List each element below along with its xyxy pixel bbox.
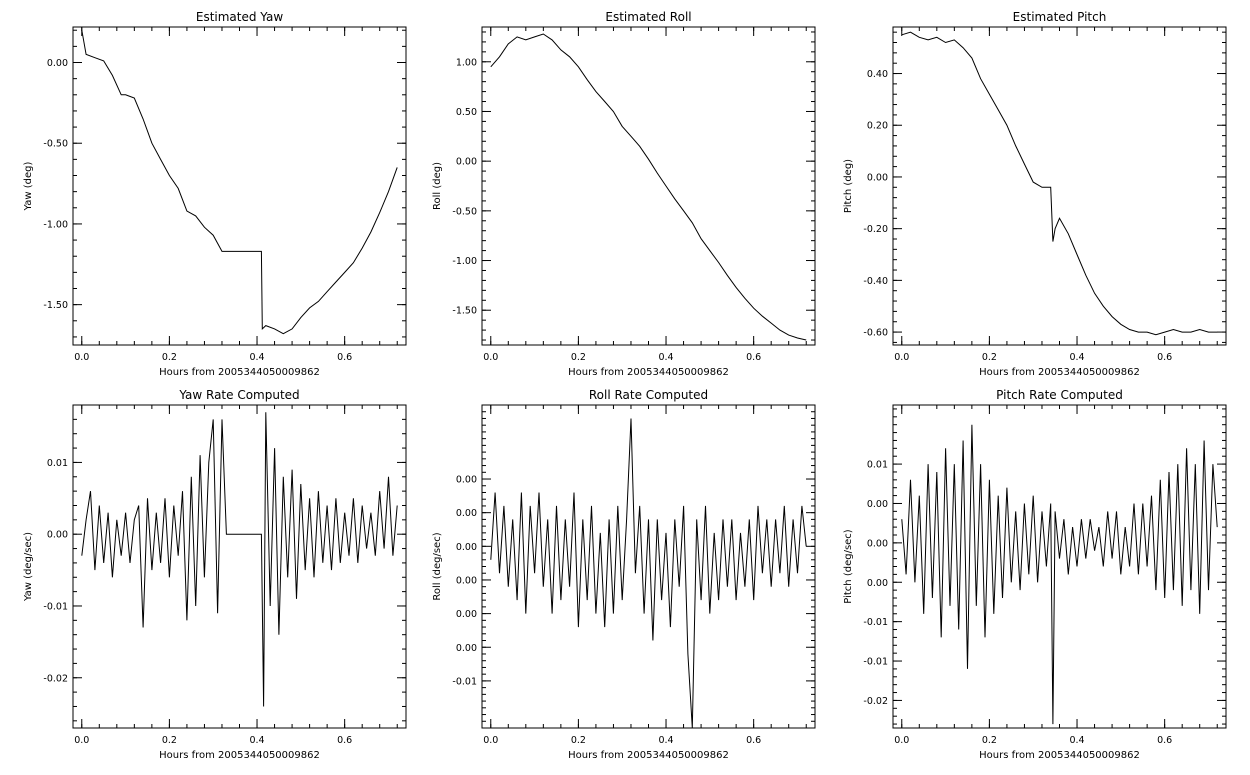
y-tick-label: 1.00 [456, 57, 477, 68]
x-tick-label: 0.2 [162, 735, 177, 746]
y-tick-label: -0.50 [452, 206, 477, 217]
x-tick-label: 0.6 [746, 352, 761, 363]
x-tick-label: 0.4 [249, 735, 264, 746]
y-axis-label: Pitch (deg) [843, 159, 854, 213]
y-tick-label: -0.01 [863, 617, 888, 628]
chart-title: Roll Rate Computed [589, 388, 708, 402]
plot-frame [72, 404, 407, 729]
y-tick-label: 0.01 [867, 460, 888, 471]
plot-frame [72, 26, 407, 346]
y-tick-label: 0.00 [867, 538, 888, 549]
chart-title: Estimated Roll [605, 10, 691, 24]
y-tick-label: 0.00 [47, 530, 68, 541]
series-line [81, 412, 398, 707]
y-tick-label: -0.01 [452, 676, 477, 687]
y-tick-label: 0.00 [456, 542, 477, 553]
y-tick-label: 0.00 [456, 157, 477, 168]
y-tick-label: 0.00 [456, 575, 477, 586]
x-tick-label: 0.6 [1157, 735, 1172, 746]
x-tick-label: 0.2 [162, 352, 177, 363]
y-tick-label: -0.01 [863, 657, 888, 668]
y-tick-label: 0.50 [456, 107, 477, 118]
y-tick-label: 0.00 [47, 58, 68, 69]
y-tick-label: -0.60 [863, 328, 888, 339]
series-line [490, 418, 807, 729]
y-tick-label: -0.40 [863, 276, 888, 287]
x-tick-label: 0.0 [483, 352, 498, 363]
y-tick-label: 0.00 [456, 609, 477, 620]
y-tick-label: -0.02 [863, 696, 888, 707]
y-tick-label: 0.00 [456, 475, 477, 486]
x-axis-label: Hours from 2005344050009862 [568, 750, 729, 761]
y-tick-label: 0.01 [47, 458, 68, 469]
y-tick-label: 0.40 [867, 69, 888, 80]
y-axis-label: Roll (deg/sec) [432, 532, 443, 600]
plot-frame [481, 26, 816, 346]
chart-title: Yaw Rate Computed [178, 388, 299, 402]
y-tick-label: -1.00 [452, 256, 477, 267]
x-tick-label: 0.2 [571, 735, 586, 746]
chart-title: Pitch Rate Computed [996, 388, 1123, 402]
chart-title: Estimated Yaw [196, 10, 283, 24]
plot-frame [481, 404, 816, 729]
y-axis-label: Yaw (deg/sec) [23, 532, 34, 602]
y-tick-label: -1.50 [43, 300, 68, 311]
x-tick-label: 0.0 [74, 352, 89, 363]
x-tick-label: 0.6 [746, 735, 761, 746]
y-tick-label: -1.50 [452, 306, 477, 317]
y-tick-label: 0.20 [867, 121, 888, 132]
x-tick-label: 0.0 [894, 735, 909, 746]
y-tick-label: 0.00 [867, 499, 888, 510]
chart-panel-5: Roll Rate Computed Hours from 20053440500… [432, 388, 816, 761]
chart-panel-6: Pitch Rate Computed Hours from 2005344050… [843, 388, 1227, 761]
x-tick-label: 0.2 [571, 352, 586, 363]
y-tick-label: 0.00 [456, 643, 477, 654]
x-tick-label: 0.2 [982, 735, 997, 746]
x-tick-label: 0.6 [337, 735, 352, 746]
x-tick-label: 0.4 [249, 352, 264, 363]
x-tick-label: 0.2 [982, 352, 997, 363]
y-axis-label: Pitch (deg/sec) [843, 529, 854, 604]
x-axis-label: Hours from 2005344050009862 [979, 750, 1140, 761]
y-tick-label: -0.01 [43, 601, 68, 612]
series-line [81, 30, 398, 335]
chart-panel-1: Estimated Yaw Hours from 2005344050009862… [23, 10, 407, 378]
x-axis-label: Hours from 2005344050009862 [568, 367, 729, 378]
y-tick-label: -0.50 [43, 139, 68, 150]
x-axis-label: Hours from 2005344050009862 [979, 367, 1140, 378]
x-tick-label: 0.6 [1157, 352, 1172, 363]
x-tick-label: 0.4 [658, 352, 673, 363]
y-axis-label: Roll (deg) [432, 162, 443, 210]
x-tick-label: 0.4 [658, 735, 673, 746]
chart-title: Estimated Pitch [1013, 10, 1107, 24]
series-line [901, 31, 1218, 336]
x-axis-label: Hours from 2005344050009862 [159, 750, 320, 761]
y-tick-label: 0.00 [867, 578, 888, 589]
x-axis-label: Hours from 2005344050009862 [159, 367, 320, 378]
x-tick-label: 0.6 [337, 352, 352, 363]
y-tick-label: -0.20 [863, 224, 888, 235]
series-line [901, 424, 1218, 725]
y-tick-label: 0.00 [456, 508, 477, 519]
y-tick-label: 0.00 [867, 172, 888, 183]
y-tick-label: -1.00 [43, 219, 68, 230]
chart-panel-4: Yaw Rate Computed Hours from 200534405000… [23, 388, 407, 761]
x-tick-label: 0.0 [894, 352, 909, 363]
chart-panel-3: Estimated Pitch Hours from 20053440500098… [843, 10, 1227, 378]
x-tick-label: 0.4 [1069, 735, 1084, 746]
chart-panel-2: Estimated Roll Hours from 200534405000986… [432, 10, 816, 378]
plot-frame [892, 26, 1227, 346]
x-tick-label: 0.0 [483, 735, 498, 746]
series-line [490, 33, 807, 341]
x-tick-label: 0.0 [74, 735, 89, 746]
y-axis-label: Yaw (deg) [23, 161, 34, 211]
x-tick-label: 0.4 [1069, 352, 1084, 363]
y-tick-label: -0.02 [43, 673, 68, 684]
